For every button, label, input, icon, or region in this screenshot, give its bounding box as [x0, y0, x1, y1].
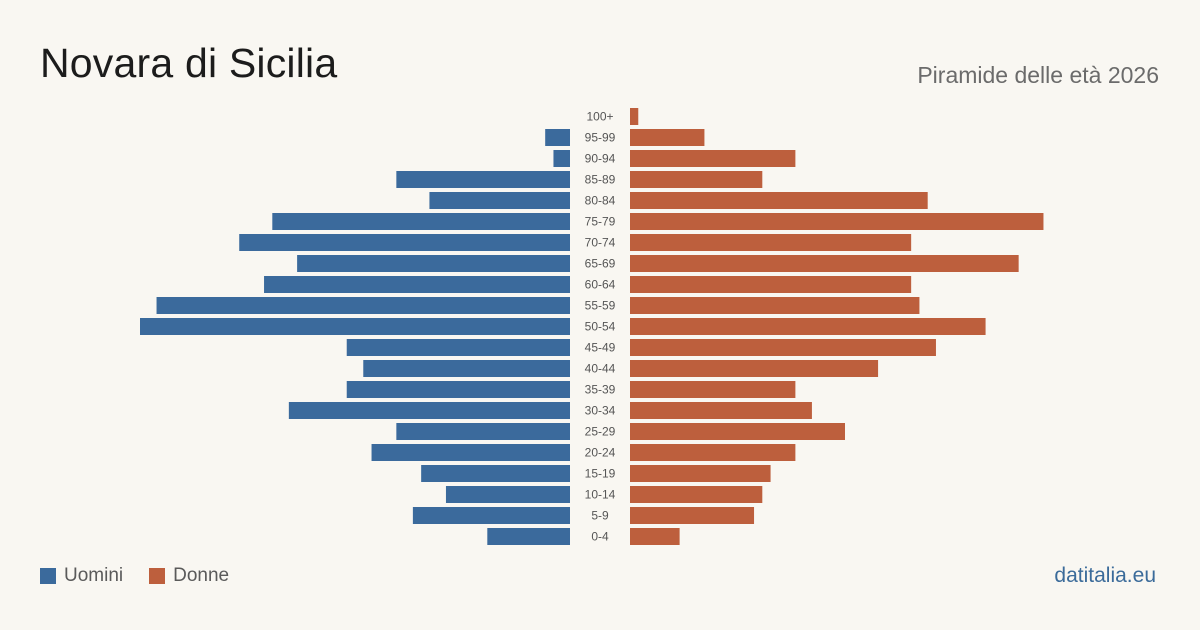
age-label-95-99: 95-99 — [585, 131, 616, 145]
bar-men-5-9 — [412, 507, 570, 524]
bar-women-25-29 — [630, 423, 845, 440]
bar-men-20-24 — [371, 444, 570, 461]
bar-men-75-79 — [272, 213, 570, 230]
bar-women-55-59 — [630, 297, 920, 314]
bar-women-0-4 — [630, 528, 680, 545]
bar-men-45-49 — [346, 339, 570, 356]
age-label-60-64: 60-64 — [585, 278, 616, 292]
bar-men-35-39 — [346, 381, 570, 398]
age-label-85-89: 85-89 — [585, 173, 616, 187]
bar-men-0-4 — [487, 528, 570, 545]
age-label-65-69: 65-69 — [585, 257, 616, 271]
age-label-25-29: 25-29 — [585, 425, 616, 439]
age-label-75-79: 75-79 — [585, 215, 616, 229]
bar-men-25-29 — [396, 423, 570, 440]
bar-men-50-54 — [140, 318, 570, 335]
bar-women-40-44 — [630, 360, 879, 377]
bar-men-85-89 — [396, 171, 570, 188]
bar-men-30-34 — [288, 402, 570, 419]
bar-women-10-14 — [630, 486, 763, 503]
legend-item-women: Donne — [149, 565, 229, 587]
bar-men-80-84 — [429, 192, 570, 209]
age-label-10-14: 10-14 — [585, 488, 616, 502]
legend: Uomini Donne — [40, 565, 255, 587]
age-label-35-39: 35-39 — [585, 383, 616, 397]
bar-women-90-94 — [630, 150, 796, 167]
legend-swatch-women — [149, 568, 166, 584]
bar-men-95-99 — [545, 129, 570, 146]
chart-subtitle: Piramide delle età 2026 — [917, 62, 1159, 88]
bar-women-65-69 — [630, 255, 1019, 272]
bar-women-100+ — [630, 108, 639, 125]
age-label-50-54: 50-54 — [585, 320, 616, 334]
bar-women-45-49 — [630, 339, 936, 356]
bar-men-70-74 — [239, 234, 570, 251]
bar-women-20-24 — [630, 444, 796, 461]
bar-women-95-99 — [630, 129, 705, 146]
bar-women-70-74 — [630, 234, 912, 251]
bar-women-85-89 — [630, 171, 763, 188]
bar-women-5-9 — [630, 507, 755, 524]
bar-women-35-39 — [630, 381, 796, 398]
age-label-100+: 100+ — [586, 110, 613, 124]
age-label-0-4: 0-4 — [591, 530, 609, 544]
bar-women-75-79 — [630, 213, 1044, 230]
age-label-70-74: 70-74 — [585, 236, 616, 250]
legend-swatch-men — [40, 568, 56, 584]
age-label-20-24: 20-24 — [585, 446, 616, 460]
brand-link[interactable]: datitalia.eu — [1054, 564, 1156, 587]
age-label-90-94: 90-94 — [585, 152, 616, 166]
bar-women-60-64 — [630, 276, 912, 293]
legend-item-men: Uomini — [40, 565, 123, 587]
bar-men-90-94 — [553, 150, 570, 167]
age-label-55-59: 55-59 — [585, 299, 616, 313]
bar-women-30-34 — [630, 402, 812, 419]
age-label-40-44: 40-44 — [585, 362, 616, 376]
age-label-15-19: 15-19 — [585, 467, 616, 481]
bar-men-55-59 — [156, 297, 571, 314]
bar-men-65-69 — [297, 255, 570, 272]
age-label-80-84: 80-84 — [585, 194, 616, 208]
bar-women-15-19 — [630, 465, 771, 482]
bar-women-50-54 — [630, 318, 986, 335]
age-label-5-9: 5-9 — [591, 509, 609, 523]
bar-men-15-19 — [421, 465, 570, 482]
age-label-30-34: 30-34 — [585, 404, 616, 418]
bar-women-80-84 — [630, 192, 928, 209]
legend-label-men: Uomini — [64, 565, 124, 586]
age-label-45-49: 45-49 — [585, 341, 616, 355]
bar-men-40-44 — [363, 360, 570, 377]
legend-label-women: Donne — [173, 565, 230, 586]
bar-men-10-14 — [445, 486, 570, 503]
bar-men-60-64 — [264, 276, 570, 293]
chart-title: Novara di Sicilia — [40, 40, 338, 86]
